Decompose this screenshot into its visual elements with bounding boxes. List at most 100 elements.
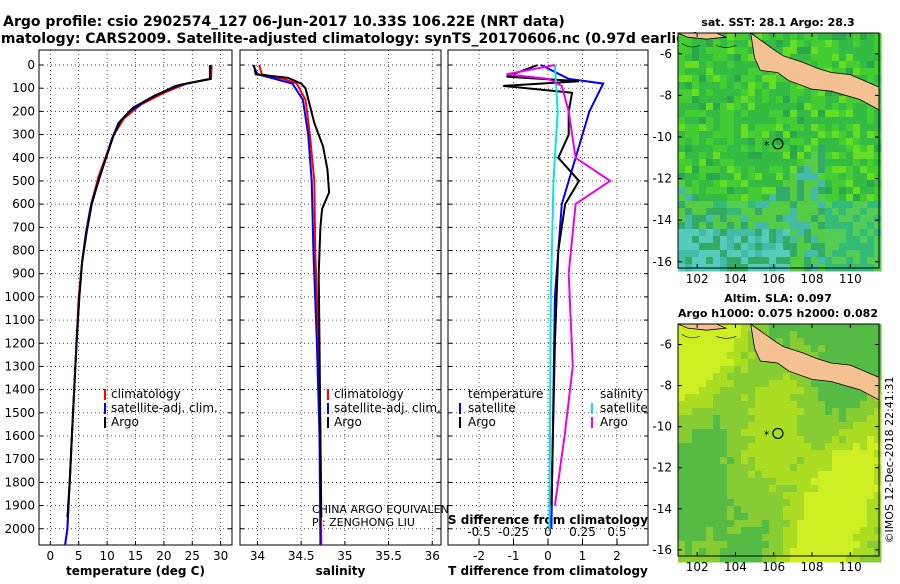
map-cell [741,485,749,493]
map-cell [699,478,707,486]
map-cell [839,345,847,353]
map-cell [727,324,735,332]
map-cell [706,527,714,535]
map-cell [776,478,784,486]
map-cell [783,33,791,41]
map-cell [692,527,700,535]
map-cell [783,513,791,521]
map-cell [797,96,805,104]
map-cell [706,478,714,486]
map-cell [790,464,798,472]
map-cell [790,117,798,125]
map-cell [818,110,826,118]
map-cell [839,352,847,360]
map-cell [825,513,833,521]
map-cell [762,527,770,535]
map-cell [706,124,714,132]
map-cell [748,359,756,367]
map-cell [839,324,847,332]
map-cell [797,138,805,146]
map-cell [825,89,833,97]
map-cell [720,103,728,111]
map-cell [741,359,749,367]
map-cell [860,345,868,353]
map-cell [811,103,819,111]
map-cell [762,103,770,111]
map-cell [748,173,756,181]
map-cell [755,464,763,472]
map-cell [797,187,805,195]
map-cell [797,166,805,174]
map-cell [783,159,791,167]
map-cell [776,173,784,181]
map-cell [867,401,875,409]
map-cell [741,89,749,97]
map-cell [692,229,700,237]
map-cell [804,324,812,332]
map-cell [797,117,805,125]
map-cell [818,33,826,41]
depth-tick-label: 600 [12,197,35,211]
map-cell [790,331,798,339]
map-cell [804,527,812,535]
map-cell [748,257,756,265]
map-cell [720,243,728,251]
map-cell [685,422,693,430]
map-cell [720,443,728,451]
map-cell [706,103,714,111]
map-cell [720,208,728,216]
map-cell [818,513,826,521]
map-cell [776,124,784,132]
map-cell [790,257,798,265]
map-cell [867,201,875,209]
map-cell [748,499,756,507]
map-cell [692,443,700,451]
map-cell [727,117,735,125]
map-cell [678,180,686,188]
map-cell [678,408,686,416]
map-cell [769,82,777,90]
map-cell [713,222,721,230]
map-cell [748,68,756,76]
map-cell [797,159,805,167]
map-cell [783,436,791,444]
map-cell [797,527,805,535]
map-cell [713,394,721,402]
map-cell [741,61,749,69]
map-cell [804,387,812,395]
map-cell [706,110,714,118]
map-cell [762,138,770,146]
map-cell [846,345,854,353]
map-cell [748,394,756,402]
map-cell [818,492,826,500]
map-cell [762,187,770,195]
map-cell [762,443,770,451]
map-y-tick-label: -6 [660,338,672,352]
map-cell [720,131,728,139]
map-cell [867,492,875,500]
map-cell [720,110,728,118]
map-cell [685,520,693,528]
map-cell [734,527,742,535]
map-cell [741,450,749,458]
map-cell [860,394,868,402]
map-cell [825,145,833,153]
map-cell [734,352,742,360]
map-cell [790,33,798,41]
map-cell [741,250,749,258]
map-cell [839,485,847,493]
map-cell [776,152,784,160]
map-cell [713,236,721,244]
map-cell [699,96,707,104]
map-cell [825,555,833,563]
map-cell [853,166,861,174]
map-cell [741,222,749,230]
map-cell [685,194,693,202]
map-cell [776,82,784,90]
map-cell [832,548,840,556]
map-cell [762,366,770,374]
map-cell [727,40,735,48]
depth-tick-label: 400 [12,151,35,165]
map-cell [734,373,742,381]
map-cell [762,436,770,444]
